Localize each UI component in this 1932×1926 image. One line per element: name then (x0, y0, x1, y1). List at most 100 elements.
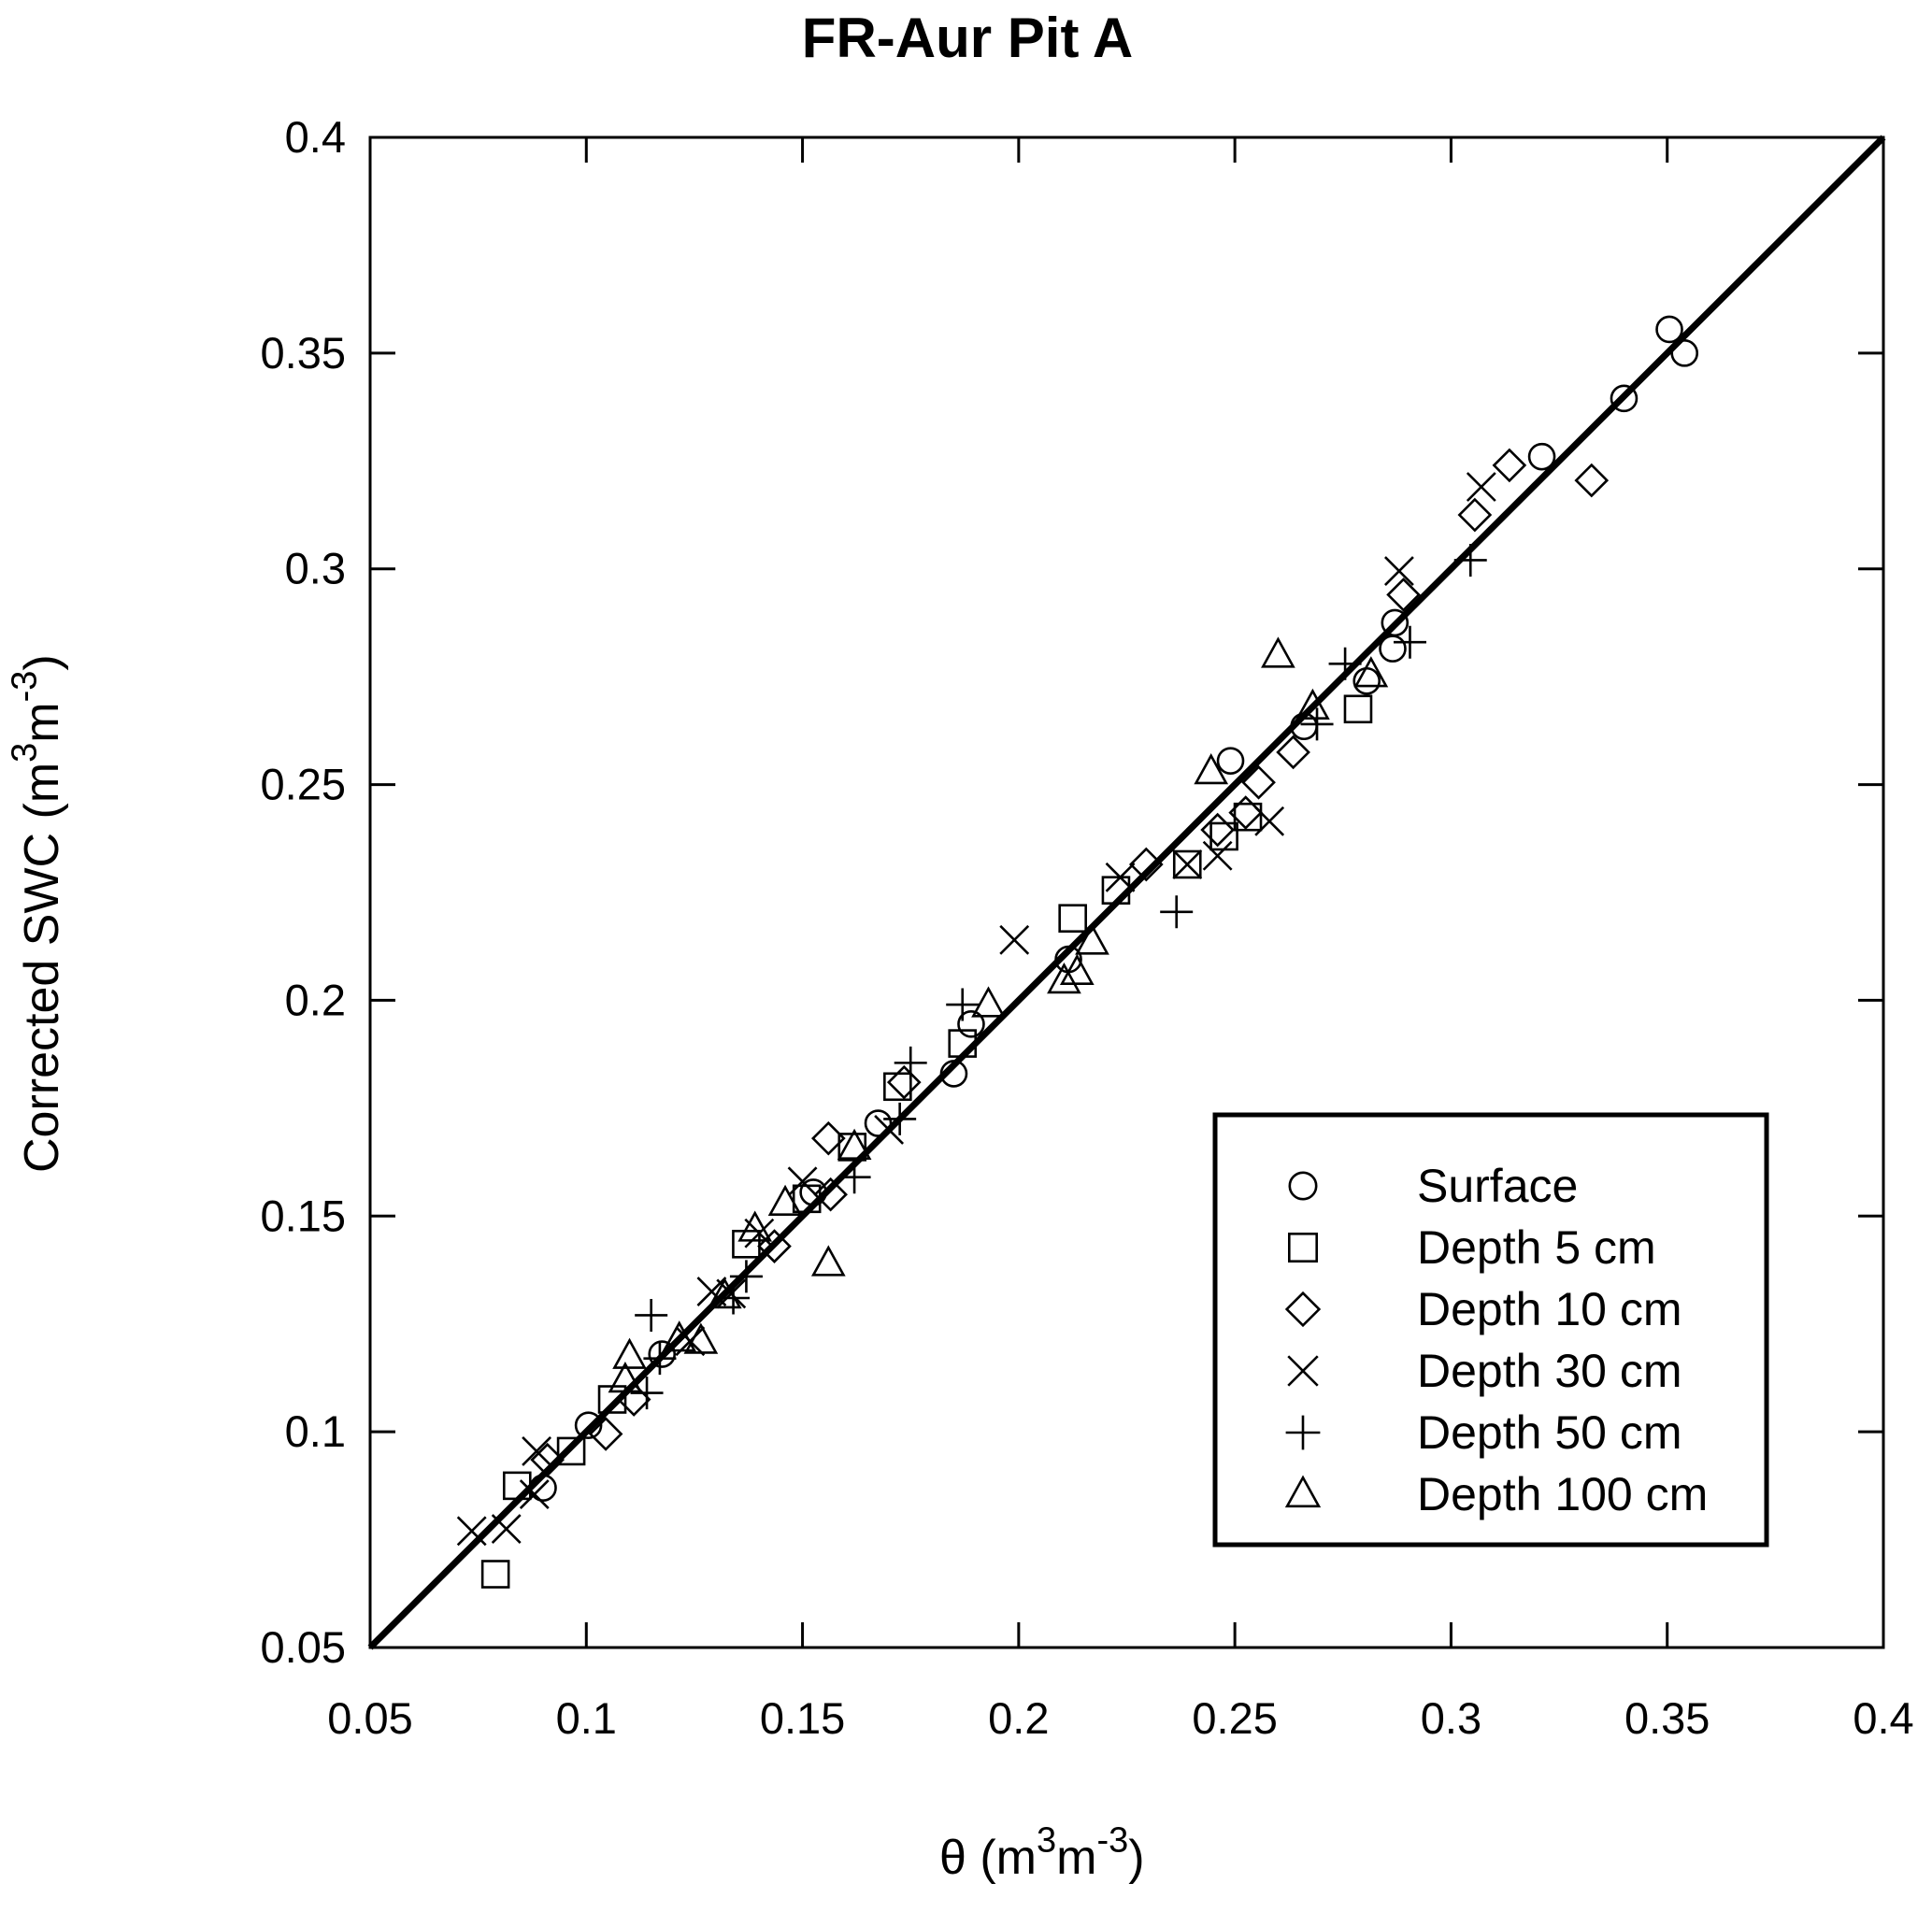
data-point-diamond (588, 1417, 623, 1451)
data-point-triangle (1353, 656, 1389, 688)
legend-marker-plus (1285, 1415, 1321, 1450)
legend-label: Depth 30 cm (1417, 1345, 1682, 1397)
series-depth-50-cm (630, 543, 1487, 1410)
data-point-triangle (707, 1277, 742, 1309)
data-point-x (787, 1166, 818, 1197)
data-point-square (502, 1471, 532, 1501)
data-point-plus (837, 1161, 871, 1194)
data-point-circle (1381, 608, 1410, 637)
legend-box (1212, 1112, 1769, 1548)
data-point-square (948, 1029, 978, 1058)
y-tick-label: 0.05 (261, 1622, 346, 1672)
data-point-triangle (1075, 923, 1109, 955)
data-point-diamond (1492, 448, 1527, 483)
data-point-triangle (810, 1245, 846, 1277)
y-tick-label: 0.1 (285, 1406, 346, 1456)
data-point-diamond (530, 1442, 565, 1477)
data-point-square (1172, 849, 1202, 879)
data-point-triangle (767, 1184, 803, 1216)
data-point-x (1384, 556, 1414, 586)
data-point-x (1172, 849, 1203, 879)
data-point-plus (1160, 895, 1194, 929)
data-point-circle (648, 1340, 677, 1368)
data-point-diamond (886, 1064, 922, 1100)
data-point-circle (957, 1010, 985, 1038)
data-point-plus (1453, 543, 1487, 577)
data-point-x (1202, 840, 1233, 871)
axes: 0.05 0.1 0.15 0.2 0.25 0.3 0.35 0.4 0.05 0.1 0.15 0… (261, 112, 1914, 1743)
legend-label: Depth 50 cm (1417, 1406, 1682, 1459)
data-point-circle (1379, 635, 1407, 663)
data-point-plus (729, 1260, 763, 1293)
data-point-x (1254, 806, 1285, 836)
data-point-triangle (1059, 953, 1095, 985)
data-point-diamond (1457, 497, 1493, 533)
y-tick-label: 0.4 (285, 112, 346, 162)
y-tick-label: 0.25 (261, 760, 346, 809)
legend-marker-x (1287, 1355, 1319, 1387)
data-point-triangle (737, 1210, 773, 1242)
legend-label: Depth 5 cm (1417, 1221, 1656, 1274)
y-tick-label: 0.2 (285, 975, 346, 1024)
data-point-circle (939, 1060, 968, 1088)
data-point-circle (1670, 339, 1699, 367)
x-tick-label: 0.15 (760, 1693, 845, 1743)
data-point-diamond (1241, 764, 1276, 800)
data-point-triangle (1194, 753, 1229, 785)
data-point-circle (864, 1109, 893, 1137)
x-tick-label: 0.1 (556, 1693, 617, 1743)
y-tick-label: 0.3 (285, 544, 346, 593)
data-point-x (522, 1436, 552, 1466)
data-point-diamond (1386, 578, 1421, 612)
x-tick-label: 0.4 (1853, 1693, 1913, 1743)
data-point-circle (1610, 384, 1639, 413)
data-point-triangle (971, 986, 1006, 1018)
series-depth-5-cm (480, 694, 1373, 1589)
data-point-triangle (1295, 688, 1330, 720)
data-point-triangle (612, 1337, 647, 1369)
data-point-plus (1300, 707, 1334, 741)
plot-border (368, 136, 1885, 1649)
data-point-square (1343, 694, 1373, 724)
data-point-diamond (1276, 735, 1310, 770)
chart-title: FR-Aur Pit A (801, 7, 1134, 69)
x-tick-label: 0.25 (1192, 1693, 1277, 1743)
data-point-circle (1216, 747, 1245, 775)
data-point-x (1105, 862, 1136, 892)
legend-marker-triangle (1284, 1475, 1322, 1508)
data-point-diamond (1200, 812, 1235, 848)
series-depth-10-cm (530, 448, 1610, 1477)
data-point-plus (1393, 625, 1426, 659)
data-point-x (999, 924, 1030, 955)
data-point-triangle (683, 1322, 719, 1354)
data-point-square (480, 1560, 510, 1589)
legend-label: Surface (1417, 1160, 1578, 1212)
data-point-square (1101, 876, 1131, 905)
data-point-plus (883, 1102, 917, 1135)
legend-marker-square (1288, 1233, 1319, 1263)
data-point-diamond (1574, 463, 1610, 498)
data-point-square (556, 1436, 586, 1466)
data-point-x (874, 1115, 905, 1145)
data-point-plus (643, 1342, 677, 1376)
data-point-diamond (616, 1382, 651, 1417)
x-axis-title: θ (m3m-3) (939, 1821, 1145, 1885)
legend-label: Depth 10 cm (1417, 1283, 1682, 1335)
data-point-circle (799, 1178, 827, 1206)
data-point-square (1209, 821, 1238, 851)
data-point-square (1058, 904, 1087, 934)
x-tick-label: 0.35 (1624, 1693, 1710, 1743)
data-point-triangle (662, 1320, 697, 1352)
data-point-triangle (837, 1128, 872, 1160)
y-tick-label: 0.15 (261, 1191, 346, 1240)
x-tick-label: 0.3 (1421, 1693, 1481, 1743)
data-point-triangle (1047, 962, 1081, 994)
data-point-plus (946, 988, 980, 1021)
x-tick-label: 0.05 (327, 1693, 412, 1743)
data-point-plus (635, 1298, 668, 1332)
x-tick-label: 0.2 (988, 1693, 1049, 1743)
data-point-triangle (1261, 636, 1295, 668)
series-depth-100-cm (608, 636, 1389, 1393)
data-point-circle (1527, 442, 1556, 471)
